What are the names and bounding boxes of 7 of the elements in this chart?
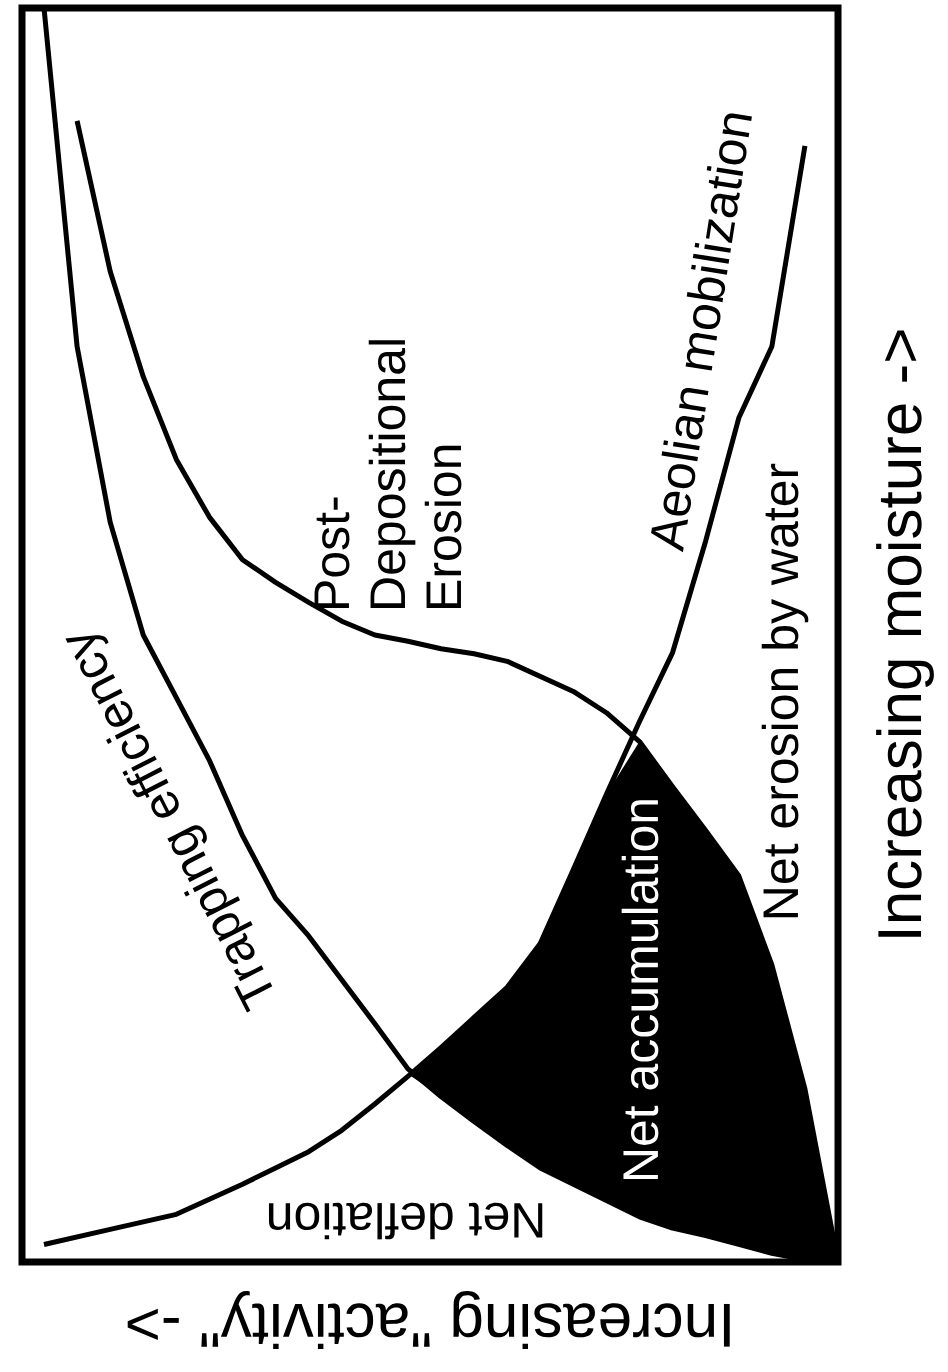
annotation: Net erosion by water — [761, 463, 809, 918]
annotation: Net deflation — [268, 1202, 543, 1240]
x-axis-title: Increasing "activity" -> — [127, 1291, 730, 1349]
text: Aeolian mobilization — [651, 113, 752, 553]
text: Post-Depositional Erosion — [314, 340, 462, 608]
annotation: Net accumulation — [621, 800, 659, 1180]
y-axis-title: Increasing moisture -> — [876, 330, 934, 937]
